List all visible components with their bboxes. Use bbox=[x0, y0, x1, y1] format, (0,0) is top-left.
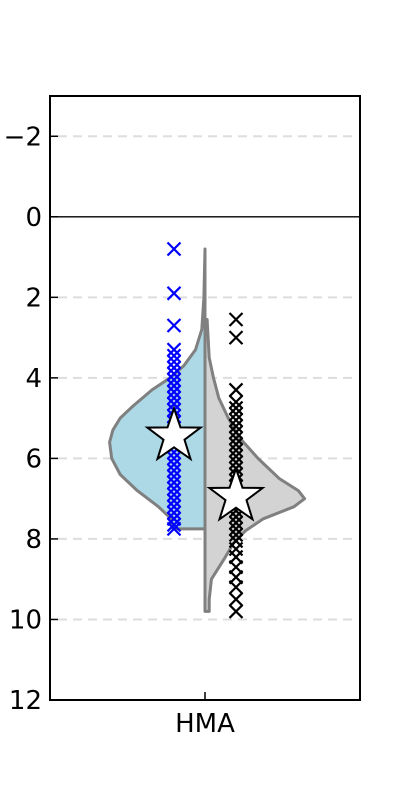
data-point-right bbox=[228, 521, 244, 537]
data-point-left bbox=[166, 384, 182, 400]
data-point-right bbox=[228, 592, 244, 607]
data-point-left bbox=[166, 390, 182, 406]
data-point-right bbox=[228, 443, 244, 458]
data-point-left bbox=[166, 342, 182, 357]
data-point-left bbox=[166, 521, 182, 537]
data-point-right bbox=[228, 437, 244, 452]
data-point-right bbox=[228, 330, 244, 345]
grid-lines bbox=[58, 135, 356, 621]
data-point-right bbox=[228, 418, 244, 434]
data-point-left bbox=[166, 354, 182, 370]
data-point-right bbox=[228, 312, 244, 327]
x-tick-label: HMA bbox=[175, 709, 235, 739]
data-point-right bbox=[228, 515, 244, 531]
violin-left bbox=[108, 247, 207, 531]
y-tick-label: −2 bbox=[4, 122, 42, 152]
data-point-right bbox=[228, 604, 244, 619]
data-point-left bbox=[166, 487, 182, 502]
violins bbox=[108, 247, 307, 613]
data-point-left bbox=[166, 493, 182, 508]
y-tick-label: 6 bbox=[25, 444, 42, 474]
data-point-left bbox=[166, 475, 182, 490]
data-point-right bbox=[228, 579, 244, 595]
data-point-right bbox=[228, 449, 244, 464]
data-point-right bbox=[228, 412, 244, 428]
y-tick-label: 0 bbox=[25, 203, 42, 233]
data-point-left bbox=[166, 366, 182, 382]
y-tick-label: 2 bbox=[25, 283, 42, 313]
data-point-right bbox=[228, 406, 244, 422]
data-point-left bbox=[166, 499, 182, 514]
data-point-right bbox=[228, 424, 244, 440]
data-point-right bbox=[228, 455, 244, 470]
data-point-left bbox=[166, 348, 182, 363]
mean-star-right bbox=[206, 465, 266, 522]
data-point-left bbox=[166, 451, 182, 466]
data-point-left bbox=[166, 286, 182, 301]
data-point-left bbox=[166, 505, 182, 521]
data-point-right bbox=[228, 394, 244, 410]
data-point-right bbox=[228, 400, 244, 416]
mean-star-left bbox=[144, 405, 204, 462]
data-point-left bbox=[166, 469, 182, 484]
violin-right bbox=[203, 318, 307, 613]
y-tick-label: 4 bbox=[25, 364, 42, 394]
data-point-left bbox=[166, 463, 182, 478]
data-point-left bbox=[166, 481, 182, 496]
data-point-left bbox=[166, 241, 182, 257]
data-point-left bbox=[166, 396, 182, 412]
data-point-left bbox=[166, 378, 182, 394]
data-point-right bbox=[228, 382, 244, 398]
data-point-left bbox=[166, 372, 182, 388]
mean-markers bbox=[144, 405, 266, 522]
y-tick-label: 10 bbox=[9, 605, 42, 635]
data-point-right bbox=[228, 430, 244, 446]
data-point-left bbox=[166, 360, 182, 376]
y-axis-ticks: −2 0 2 4 6 8 10 12 bbox=[4, 122, 58, 716]
data-point-left bbox=[166, 318, 182, 333]
data-point-left bbox=[166, 517, 182, 533]
data-point-right bbox=[228, 527, 244, 543]
y-tick-label: 12 bbox=[9, 686, 42, 716]
y-tick-label: 8 bbox=[25, 525, 42, 555]
x-axis-ticks: HMA bbox=[175, 692, 235, 739]
data-point-right bbox=[228, 509, 244, 525]
data-point-left bbox=[166, 457, 182, 472]
